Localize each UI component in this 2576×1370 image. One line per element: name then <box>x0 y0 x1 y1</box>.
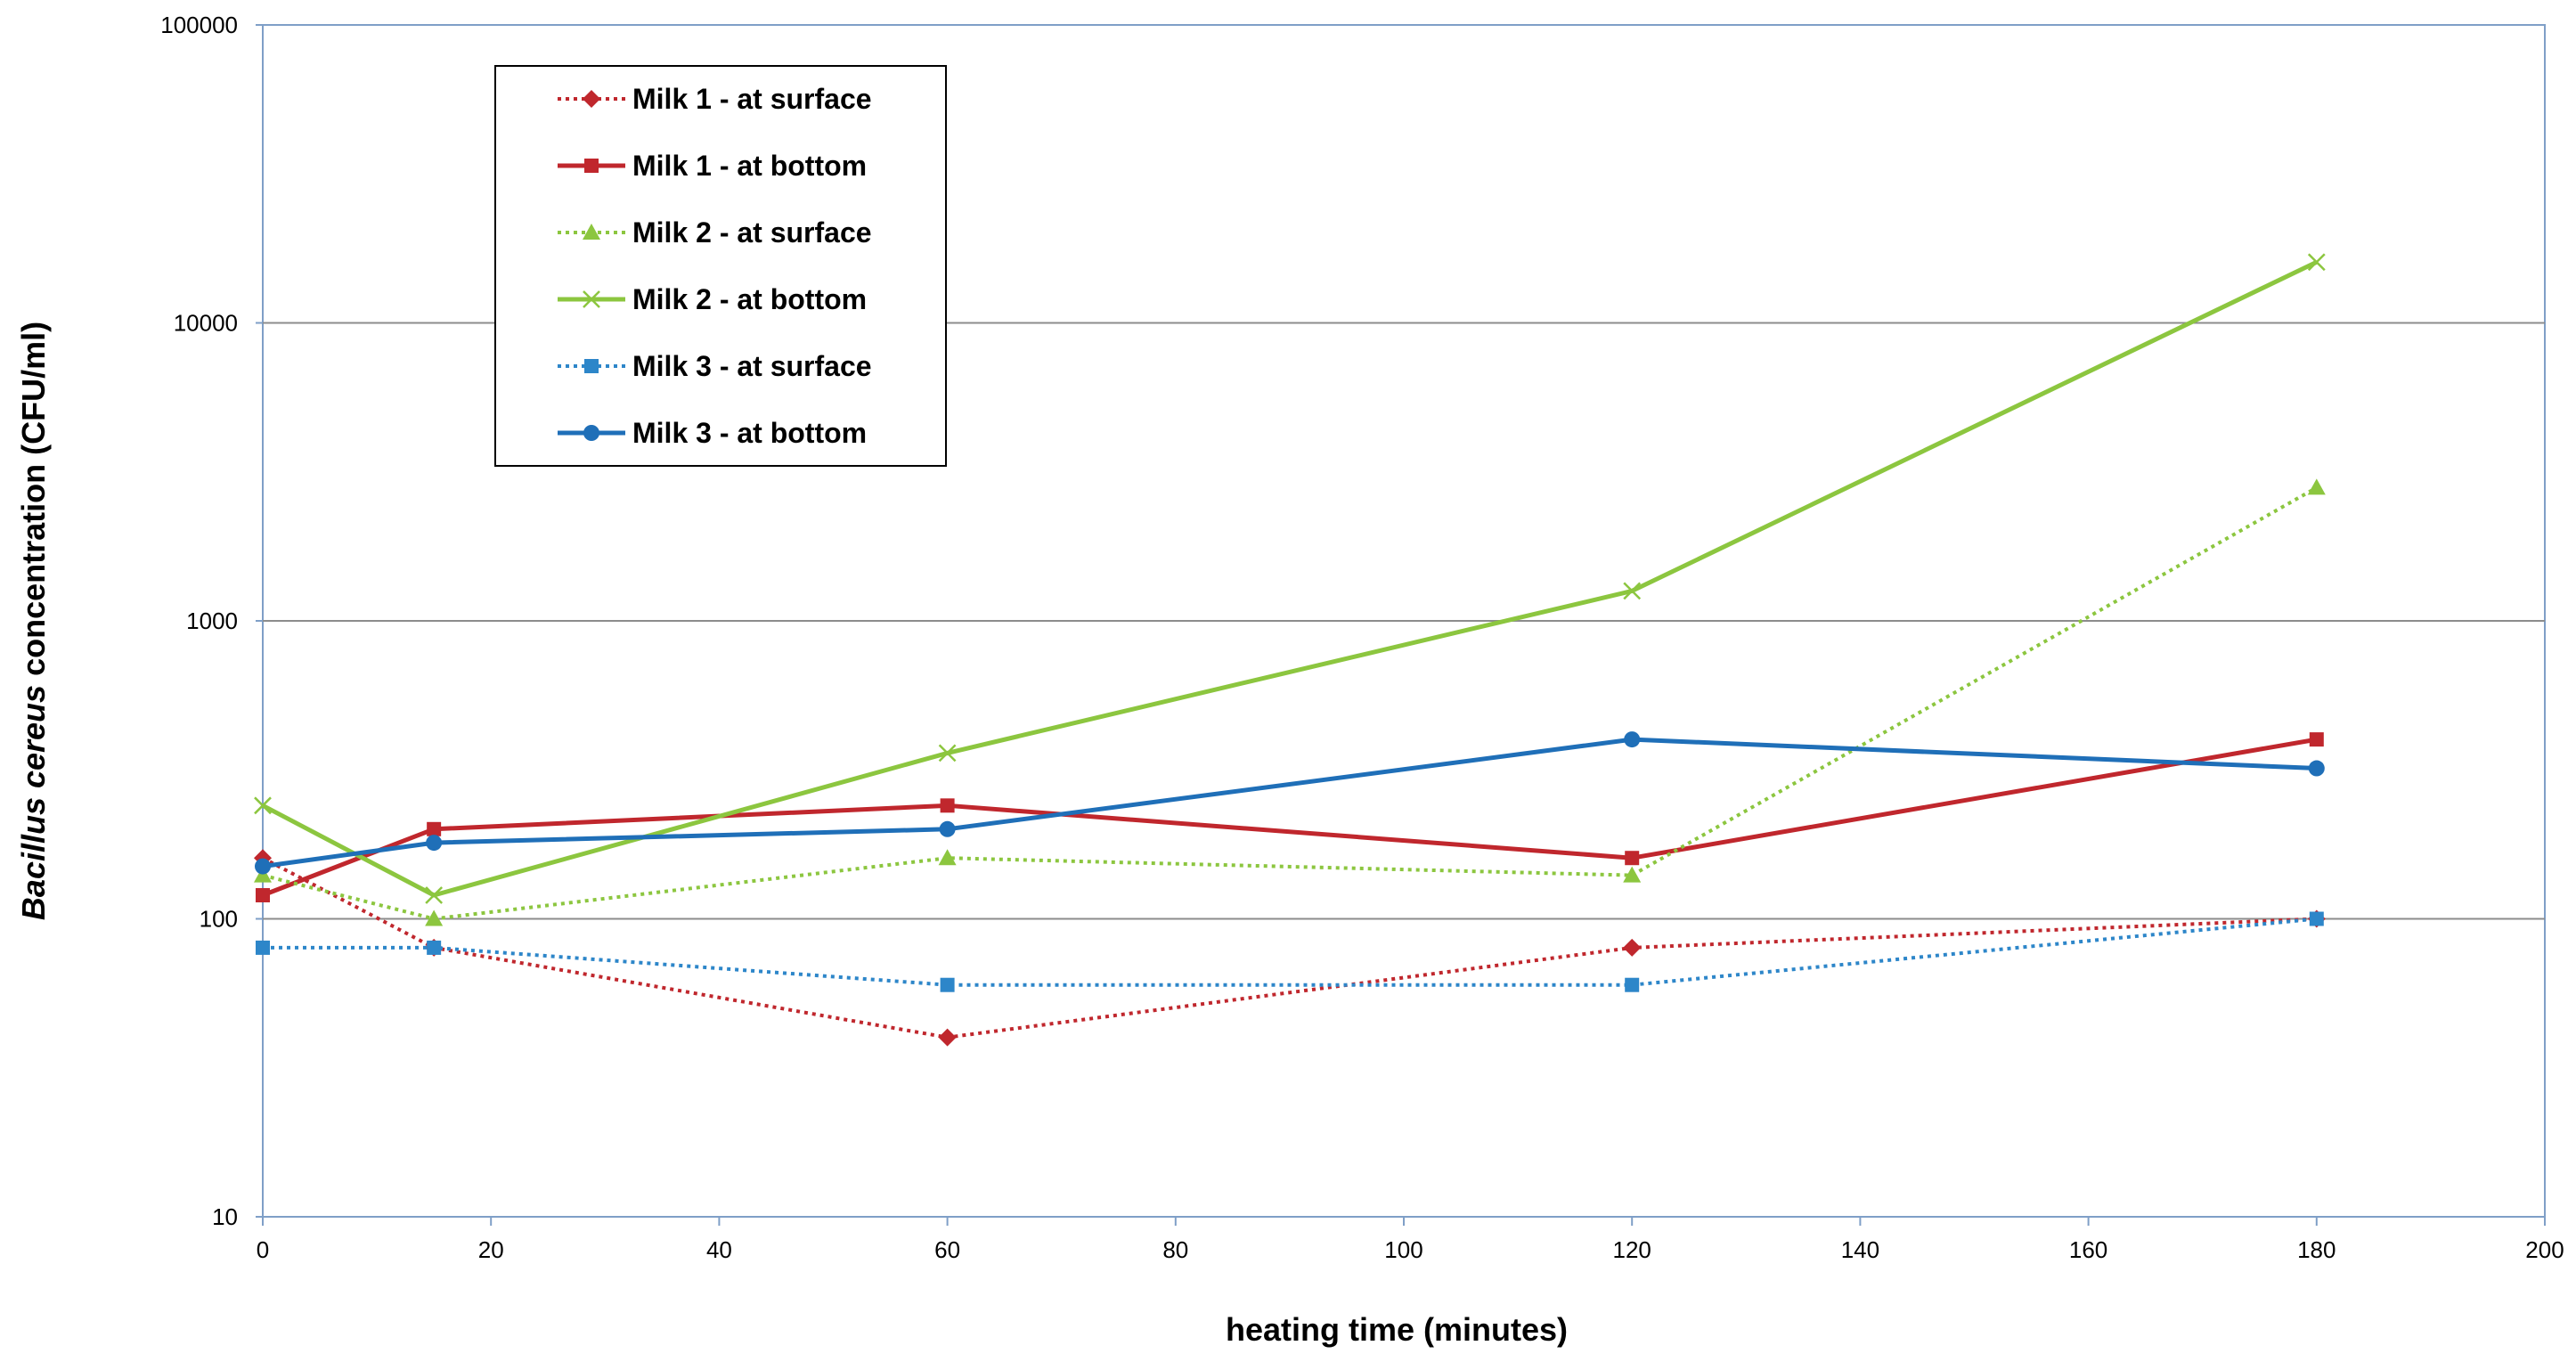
data-point <box>940 798 955 813</box>
x-axis-ticks: 0 20 40 60 80 100 120 140 160 180 200 <box>257 1217 2564 1263</box>
data-point <box>256 940 270 955</box>
legend-swatch-marker <box>583 425 599 441</box>
y-tick-label: 100 <box>200 906 238 933</box>
data-point <box>938 1028 957 1047</box>
data-point <box>938 744 957 762</box>
data-point <box>254 866 272 883</box>
legend-swatch-marker <box>583 224 600 240</box>
data-point <box>254 796 272 815</box>
data-point <box>1624 731 1641 748</box>
data-point <box>2308 760 2325 777</box>
x-tick-label: 100 <box>1384 1236 1423 1263</box>
legend-entry: Milk 3 - at bottom <box>558 417 867 449</box>
legend-label: Milk 3 - at bottom <box>632 417 867 449</box>
legend-swatch-marker <box>583 90 600 108</box>
legend-label: Milk 2 - at bottom <box>632 283 867 315</box>
x-tick-label: 180 <box>2297 1236 2336 1263</box>
data-point <box>2309 911 2324 926</box>
data-point <box>940 977 955 992</box>
x-tick-label: 40 <box>706 1236 732 1263</box>
x-tick-label: 120 <box>1613 1236 1651 1263</box>
y-axis-ticks: 10 100 1000 10000 100000 <box>160 12 263 1230</box>
data-point <box>1623 866 1642 883</box>
series-milk-2-at-bottom <box>254 253 2326 904</box>
legend-swatch-marker <box>584 359 599 373</box>
legend-entry: Milk 2 - at surface <box>558 216 872 249</box>
legend-swatch-marker <box>583 290 600 308</box>
legend-label: Milk 1 - at bottom <box>632 150 867 182</box>
series-line <box>263 917 2317 987</box>
data-point <box>427 940 442 955</box>
y-tick-label: 100000 <box>160 12 238 38</box>
legend: Milk 1 - at surface Milk 1 - at bottom Mil… <box>494 65 947 467</box>
data-point <box>2307 253 2326 272</box>
legend-entry: Milk 1 - at surface <box>558 83 872 115</box>
y-tick-label: 10000 <box>174 310 238 337</box>
legend-entry: Milk 1 - at bottom <box>558 150 867 182</box>
x-tick-label: 0 <box>257 1236 269 1263</box>
legend-box <box>494 65 947 467</box>
data-point <box>2307 478 2326 495</box>
legend-swatch-marker <box>584 159 599 173</box>
legend-label: Milk 3 - at surface <box>632 350 872 382</box>
data-point <box>256 888 270 903</box>
y-axis-title-italic: Bacillus cereus <box>15 685 52 920</box>
x-tick-label: 80 <box>1162 1236 1188 1263</box>
data-point <box>425 909 444 926</box>
data-point <box>938 849 957 866</box>
legend-label: Milk 1 - at surface <box>632 83 872 115</box>
legend-entry: Milk 2 - at bottom <box>558 283 867 315</box>
series-milk-3-at-surface <box>256 911 2324 992</box>
x-tick-label: 160 <box>2069 1236 2107 1263</box>
data-point <box>1625 977 1640 992</box>
legend-entry: Milk 3 - at surface <box>558 350 872 382</box>
data-point <box>427 821 442 836</box>
data-point <box>1623 938 1642 957</box>
data-point <box>2309 732 2324 747</box>
legend-label: Milk 2 - at surface <box>632 216 872 249</box>
series-milk-3-at-bottom <box>255 731 2325 875</box>
data-point <box>255 858 271 875</box>
x-tick-label: 20 <box>478 1236 504 1263</box>
x-tick-label: 60 <box>934 1236 960 1263</box>
data-series <box>254 253 2326 1047</box>
series-milk-2-at-surface <box>254 478 2326 926</box>
data-point <box>426 835 443 852</box>
y-axis-title: Bacillus cereus concentration (CFU/ml) <box>15 322 52 920</box>
y-axis-title-rest: concentration (CFU/ml) <box>15 322 52 685</box>
data-point <box>1623 582 1642 600</box>
data-point <box>939 820 956 837</box>
y-tick-label: 10 <box>212 1203 238 1230</box>
x-axis-title: heating time (minutes) <box>1226 1311 1568 1348</box>
data-point <box>425 886 444 904</box>
y-tick-label: 1000 <box>186 608 238 634</box>
x-tick-label: 140 <box>1841 1236 1879 1263</box>
data-point <box>1625 851 1640 866</box>
x-tick-label: 200 <box>2525 1236 2564 1263</box>
